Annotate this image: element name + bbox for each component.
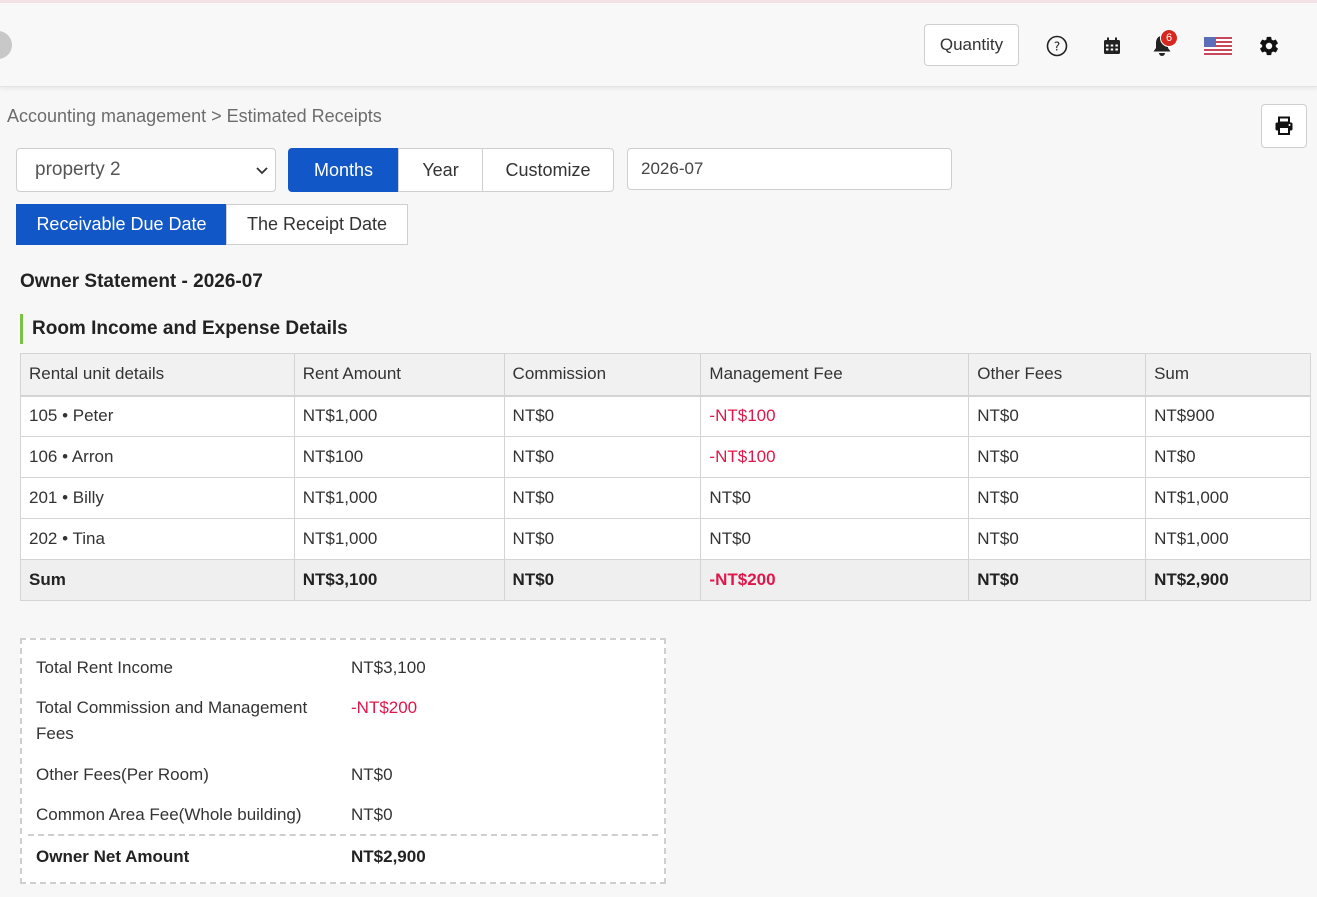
summary-divider: [28, 834, 658, 836]
tab-customize[interactable]: Customize: [482, 148, 614, 192]
commission-value: -NT$200: [351, 698, 418, 717]
tab-year[interactable]: Year: [398, 148, 483, 192]
table-row: 201 • Billy NT$1,000 NT$0 NT$0 NT$0 NT$1…: [20, 477, 1311, 519]
table-cell: -NT$100: [700, 436, 970, 478]
top-bar: Quantity ?: [0, 3, 1317, 87]
printer-icon: [1275, 116, 1293, 135]
table-cell: NT$2,900: [1145, 559, 1311, 601]
property-select-value: property 2: [35, 159, 121, 180]
quantity-button[interactable]: Quantity: [924, 24, 1019, 66]
table-cell: NT$1,000: [1145, 518, 1311, 560]
column-header: Rent Amount: [293, 353, 505, 397]
table-cell: 105 • Peter: [20, 395, 295, 437]
help-icon[interactable]: ?: [1045, 34, 1069, 58]
table-cell: NT$0: [968, 436, 1147, 478]
table-cell: NT$0: [503, 436, 702, 478]
breadcrumb: Accounting management > Estimated Receip…: [7, 106, 382, 126]
table-cell: NT$0: [503, 477, 702, 519]
tab-months[interactable]: Months: [288, 148, 399, 192]
other-fees-label: Other Fees(Per Room): [36, 765, 209, 784]
print-button[interactable]: [1261, 104, 1307, 148]
table-cell: NT$1,000: [293, 518, 505, 560]
calendar-icon[interactable]: [1100, 34, 1124, 58]
commission-label-line2: Fees: [36, 724, 74, 743]
table-cell: NT$0: [700, 477, 970, 519]
table-cell: NT$3,100: [293, 559, 505, 601]
table-cell: NT$1,000: [1145, 477, 1311, 519]
commission-label-line1: Total Commission and Management: [36, 698, 308, 717]
details-table: Rental unit details Rent Amount Commissi…: [20, 353, 1311, 601]
section-title: Room Income and Expense Details: [32, 318, 348, 339]
gear-icon[interactable]: [1257, 34, 1281, 58]
column-header: Commission: [503, 353, 702, 397]
table-cell: 201 • Billy: [20, 477, 295, 519]
table-cell: NT$100: [293, 436, 505, 478]
sidebar-toggle[interactable]: [0, 31, 12, 59]
chevron-down-icon: [256, 167, 268, 175]
table-cell: 106 • Arron: [20, 436, 295, 478]
table-cell: -NT$200: [700, 559, 970, 601]
table-cell: 202 • Tina: [20, 518, 295, 560]
statement-title: Owner Statement - 2026-07: [20, 271, 263, 292]
table-cell: NT$1,000: [293, 477, 505, 519]
table-cell: NT$0: [700, 518, 970, 560]
table-cell: Sum: [20, 559, 295, 601]
total-rent-value: NT$3,100: [351, 658, 426, 677]
section-accent-bar: [20, 314, 23, 344]
tab-receipt-date[interactable]: The Receipt Date: [226, 204, 408, 245]
table-cell: NT$0: [503, 395, 702, 437]
table-row: 105 • Peter NT$1,000 NT$0 -NT$100 NT$0 N…: [20, 395, 1311, 437]
common-area-label: Common Area Fee(Whole building): [36, 805, 302, 824]
total-rent-label: Total Rent Income: [36, 658, 174, 677]
property-select[interactable]: property 2: [16, 148, 276, 192]
net-amount-value: NT$2,900: [351, 847, 426, 866]
column-header: Management Fee: [700, 353, 970, 397]
table-cell: NT$900: [1145, 395, 1311, 437]
tab-receivable-due-date[interactable]: Receivable Due Date: [16, 204, 227, 245]
summary-box: Total Rent Income NT$3,100 Total Commiss…: [20, 638, 666, 884]
svg-text:?: ?: [1054, 40, 1060, 54]
table-cell: NT$0: [503, 518, 702, 560]
column-header: Other Fees: [968, 353, 1147, 397]
table-row: 106 • Arron NT$100 NT$0 -NT$100 NT$0 NT$…: [20, 436, 1311, 478]
other-fees-value: NT$0: [351, 765, 393, 784]
column-header: Rental unit details: [20, 353, 295, 397]
table-cell: NT$0: [503, 559, 702, 601]
table-cell: -NT$100: [700, 395, 970, 437]
column-header: Sum: [1145, 353, 1311, 397]
table-sum-row: Sum NT$3,100 NT$0 -NT$200 NT$0 NT$2,900: [20, 559, 1311, 601]
table-cell: NT$0: [968, 477, 1147, 519]
us-flag-icon[interactable]: [1204, 37, 1232, 55]
table-cell: NT$0: [968, 395, 1147, 437]
common-area-value: NT$0: [351, 805, 393, 824]
top-accent-line: [0, 0, 1317, 3]
table-cell: NT$1,000: [293, 395, 505, 437]
month-input[interactable]: 2026-07: [627, 148, 952, 190]
table-cell: NT$0: [968, 559, 1147, 601]
table-row: 202 • Tina NT$1,000 NT$0 NT$0 NT$0 NT$1,…: [20, 518, 1311, 560]
table-cell: NT$0: [968, 518, 1147, 560]
net-amount-label: Owner Net Amount: [36, 847, 190, 866]
table-header-row: Rental unit details Rent Amount Commissi…: [20, 353, 1311, 397]
notification-badge: 6: [1160, 29, 1178, 47]
table-cell: NT$0: [1145, 436, 1311, 478]
